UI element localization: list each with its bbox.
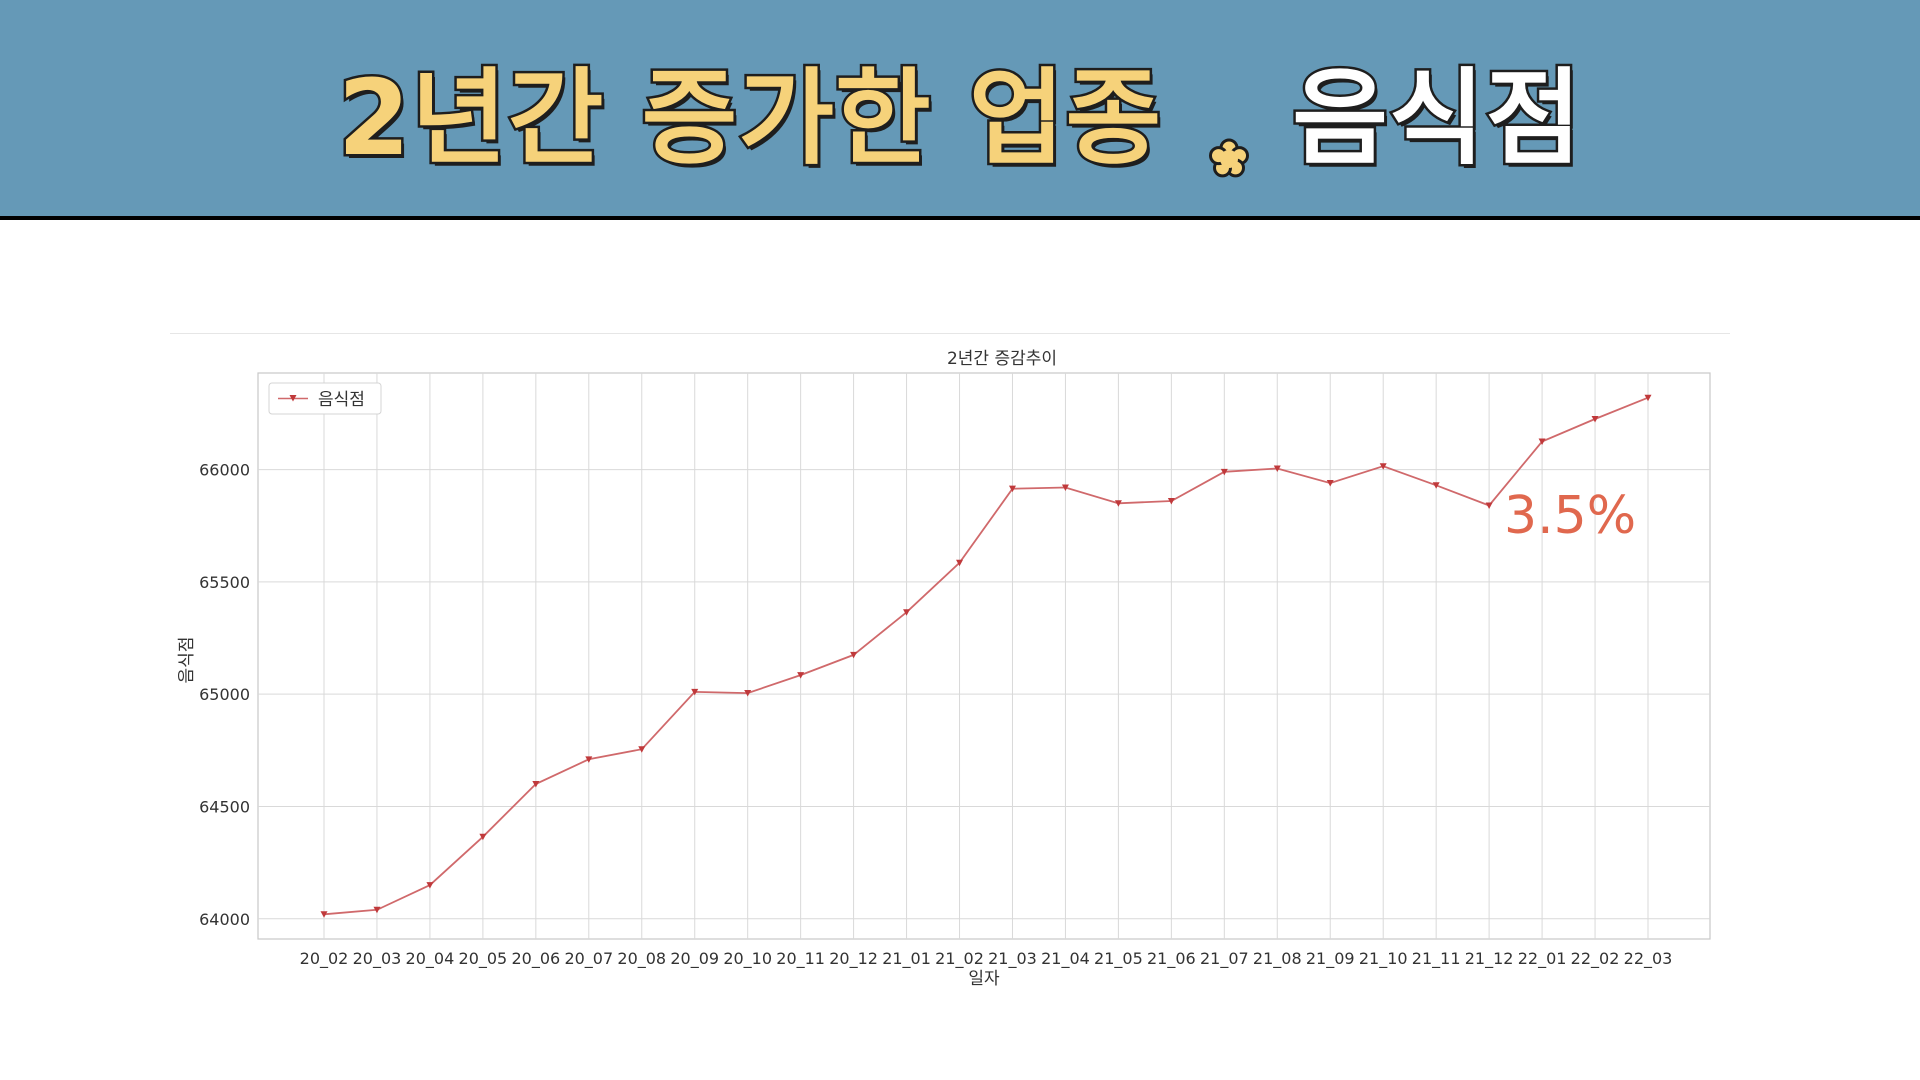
data-point-marker (1114, 500, 1122, 507)
data-point-marker (956, 559, 964, 567)
data-point-marker (1326, 480, 1334, 487)
legend: 음식점 (268, 382, 382, 415)
x-tick-label: 21_08 (1253, 949, 1302, 969)
data-point-marker (1644, 394, 1652, 402)
series-line-group (320, 394, 1652, 918)
chart-top-divider (170, 333, 1730, 334)
data-point-marker (797, 672, 805, 679)
data-point-marker (585, 756, 593, 763)
x-tick-label: 20_02 (300, 949, 349, 969)
x-tick-label: 20_10 (723, 949, 772, 969)
x-tick-label: 20_08 (617, 949, 666, 969)
flower-icon (1206, 85, 1252, 178)
data-point-marker (532, 781, 540, 788)
line-chart: 2년간 증감추이 64000 64500 65000 65500 66000 20_02… (177, 349, 1711, 989)
x-tick-label: 21_06 (1147, 949, 1196, 969)
data-point-marker (1485, 502, 1493, 510)
x-tick-label: 21_03 (988, 949, 1037, 969)
series-line (323, 396, 1649, 916)
y-axis-label: 음식점 (177, 637, 197, 684)
data-point-marker (373, 906, 381, 914)
x-tick-label: 21_09 (1306, 949, 1355, 969)
x-tick-label: 21_02 (935, 949, 984, 969)
data-point-marker (1432, 482, 1440, 489)
data-point-marker (903, 609, 911, 616)
data-point-marker (479, 833, 487, 841)
data-point-marker (1220, 468, 1228, 476)
x-tick-label: 21_07 (1200, 949, 1249, 969)
y-tick-label: 65500 (199, 573, 250, 592)
x-tick-label: 21_01 (882, 949, 931, 969)
x-tick-label: 21_04 (1041, 949, 1090, 969)
data-point-marker (691, 688, 699, 696)
data-point-marker (1273, 465, 1281, 472)
chart-title: 2년간 증감추이 (947, 349, 1057, 369)
data-point-marker (1061, 484, 1069, 492)
x-tick-label: 20_06 (511, 949, 560, 969)
data-point-marker (850, 651, 858, 659)
x-tick-label: 20_11 (776, 949, 825, 969)
x-tick-label: 22_03 (1624, 949, 1673, 969)
legend-box (268, 382, 382, 415)
x-tick-label: 21_10 (1359, 949, 1408, 969)
y-tick-label: 66000 (199, 461, 250, 480)
x-axis-label: 일자 (968, 969, 1000, 989)
x-tick-label: 22_02 (1571, 949, 1620, 969)
data-point-marker (320, 911, 328, 918)
header-banner: 2년간 증가한 업종 음식점 (0, 0, 1920, 220)
y-tick-label: 64500 (199, 797, 250, 816)
data-point-marker (1591, 416, 1599, 423)
x-tick-label: 21_05 (1094, 949, 1143, 969)
y-tick-labels: 64000 64500 65000 65500 66000 (199, 461, 250, 929)
chart-container: 2년간 증감추이 64000 64500 65000 65500 66000 20_02… (170, 330, 1730, 1000)
data-point-marker (426, 882, 434, 889)
legend-marker (289, 395, 297, 402)
title-right: 음식점 (1290, 54, 1584, 181)
growth-annotation: 3.5% (1504, 486, 1636, 546)
x-tick-label: 20_07 (564, 949, 613, 969)
y-tick-label: 64000 (199, 910, 250, 929)
data-point-marker (1379, 463, 1387, 470)
x-tick-label: 22_01 (1518, 949, 1567, 969)
x-tick-label: 20_04 (406, 949, 455, 969)
x-tick-labels: 20_02 20_03 20_04 20_05 20_06 20_07 20_08 20_09… (300, 949, 1673, 969)
data-point-marker (1008, 485, 1016, 493)
header-title: 2년간 증가한 업종 음식점 (0, 0, 1920, 216)
x-tick-label: 20_09 (670, 949, 719, 969)
x-tick-label: 21_11 (1412, 949, 1461, 969)
x-tick-label: 20_05 (459, 949, 508, 969)
grid-lines (258, 373, 1710, 939)
legend-label: 음식점 (318, 390, 365, 410)
y-tick-label: 65000 (199, 685, 250, 704)
data-point-marker (638, 746, 646, 753)
data-point-marker (1538, 438, 1546, 446)
x-tick-label: 20_03 (353, 949, 402, 969)
data-point-marker (744, 690, 752, 697)
x-tick-label: 20_12 (829, 949, 878, 969)
data-point-marker (1167, 498, 1175, 505)
title-left: 2년간 증가한 업종 (335, 54, 1164, 181)
x-tick-label: 21_12 (1465, 949, 1514, 969)
plot-area (257, 372, 1711, 940)
